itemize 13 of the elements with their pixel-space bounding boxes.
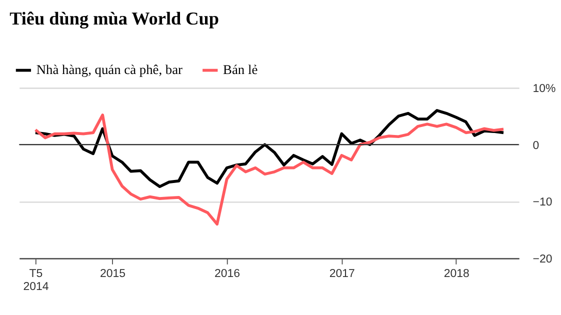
- line-series: [34, 114, 505, 226]
- y-tick-label: 10%: [532, 83, 556, 96]
- legend-label: Nhà hàng, quán cà phê, bar: [36, 62, 184, 78]
- x-tick-label: 2016: [214, 268, 240, 280]
- x-tick-label: 2017: [329, 268, 355, 280]
- x-tick-label: 2018: [444, 268, 470, 280]
- chart-title: Tiêu dùng mùa World Cup: [10, 8, 219, 30]
- x-tick-label: T5 2014: [23, 268, 50, 294]
- x-tick-label: 2015: [100, 268, 126, 280]
- y-tick-label: −20: [532, 253, 552, 266]
- y-tick-label: −10: [532, 196, 552, 209]
- legend-label: Bán lẻ: [223, 62, 258, 78]
- y-tick-label: 0: [532, 140, 540, 152]
